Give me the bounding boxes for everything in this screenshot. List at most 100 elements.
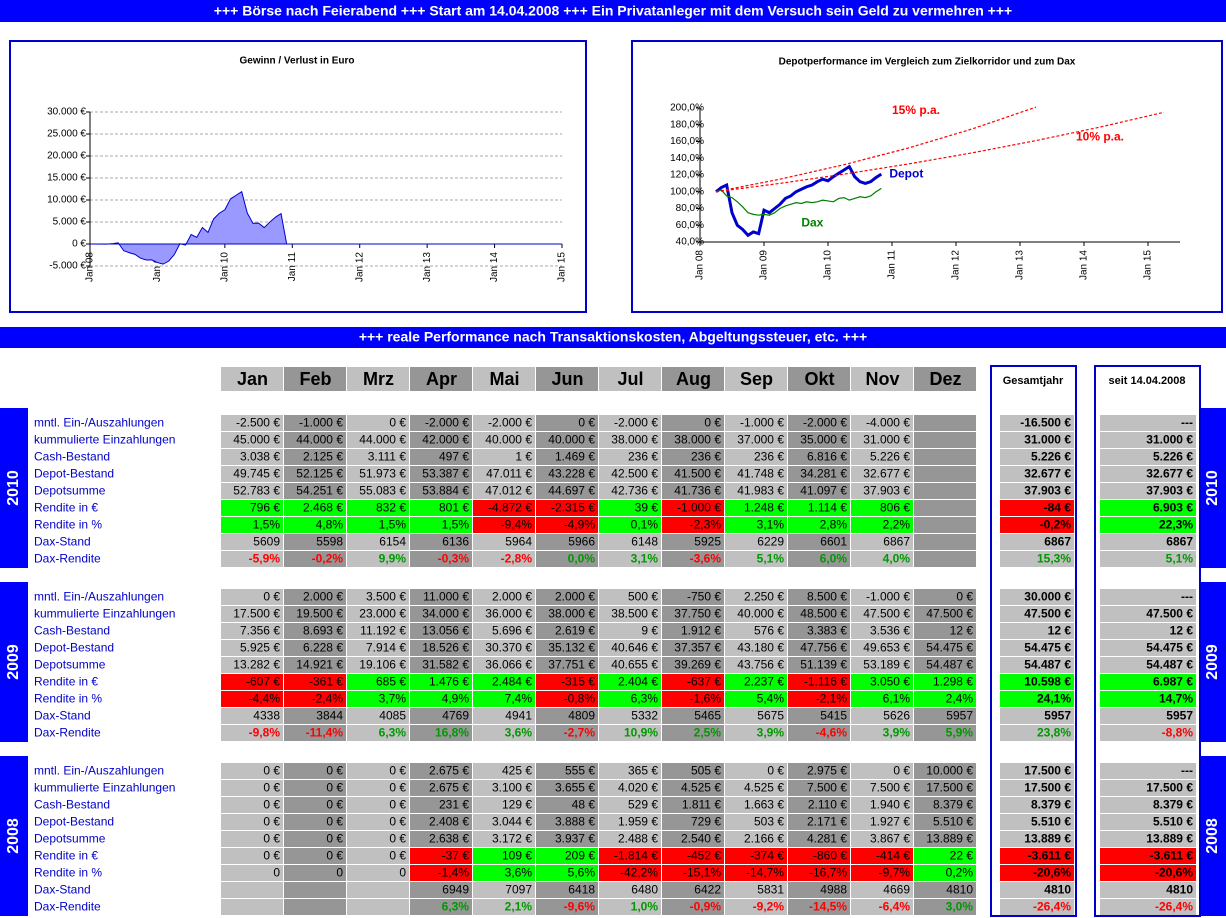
cell [473,691,535,707]
month-header-cell [221,367,283,391]
cell [725,814,787,830]
cell [347,432,409,448]
cell [347,415,409,431]
cell-value: -4,4% [249,692,281,706]
cell [662,606,724,622]
cell-value: 38.000 € [548,607,595,621]
cell-value: -2.000 € [425,416,469,430]
cell-value: 4941 [505,709,532,723]
cell-value: 3.111 € [368,450,407,464]
cell-value: 17.500 € [1024,781,1071,795]
cell-value: -11,4% [306,726,344,740]
x-tick-label: Jan 12 [951,250,962,280]
cell [1100,432,1196,448]
cell [725,725,787,741]
cell-value: 0,1% [631,518,659,532]
year-tab [0,408,28,568]
row-label: Depotsumme [34,658,106,672]
cell [1000,623,1074,639]
cell [284,606,346,622]
cell [599,589,661,605]
cell [1000,831,1074,847]
cell-value: 1.248 € [744,501,784,515]
cell [1000,848,1074,864]
cell [851,415,913,431]
cell [788,899,850,915]
cell-value: 47.500 € [926,607,973,621]
cell-value: 14.921 € [296,658,343,672]
cell-value: 0 € [263,798,280,812]
cell [221,725,283,741]
cell [536,551,598,567]
cell-value: 4810 [946,883,973,897]
cell [662,780,724,796]
cell-value: -2,1% [816,692,848,706]
cell [788,691,850,707]
cell [662,763,724,779]
cell-value: -414 € [876,849,910,863]
cell-value: 39 € [635,501,659,515]
cell [788,623,850,639]
cell [473,500,535,516]
cell-value: -860 € [813,849,847,863]
cell [851,606,913,622]
cell-value: 0 € [263,781,280,795]
cell-value: 47.012 € [485,484,532,498]
cell [1100,708,1196,724]
cell [536,517,598,533]
cell-value: 4810 [1166,883,1193,897]
cell [284,483,346,499]
cell-value: -4,9% [564,518,596,532]
y-tick-label: 200,0% [670,103,704,114]
cell-value: 2.619 € [555,624,595,638]
cell-value: -1.814 € [614,849,658,863]
cell [1000,899,1074,915]
cell [1100,517,1196,533]
cell [410,415,472,431]
cell-value: -2.315 € [551,501,595,515]
cell [851,725,913,741]
cell [347,449,409,465]
cell-value: 3,7% [379,692,407,706]
cell [662,517,724,533]
cell-value: 11.000 € [423,590,469,604]
cell [914,763,976,779]
cell-value: 42.000 € [422,433,469,447]
cell [1000,449,1074,465]
cell-value: 7.356 € [240,624,280,638]
cell-value: 3.100 € [492,781,532,795]
cell [410,882,472,898]
cell-value: 30.370 € [485,641,532,655]
cell-value: 54.487 € [1146,658,1193,672]
cell [662,466,724,482]
cell [410,606,472,622]
cell-value: 49.745 € [233,467,280,481]
cell-value: -2.000 € [803,416,847,430]
y-tick-label: 40,0% [676,237,704,248]
cell-value: -361 € [309,675,343,689]
cell-value: 5925 [694,535,721,549]
cell [725,780,787,796]
cell [788,674,850,690]
cell-value: 45.000 € [233,433,280,447]
cell [284,449,346,465]
cell-value: 6867 [1044,535,1071,549]
cell [536,449,598,465]
year-label: 2009 [1204,644,1221,680]
cell [851,780,913,796]
cell-value: 47.500 € [863,607,910,621]
cell-value: 3.937 € [555,832,595,846]
cell [1100,657,1196,673]
cell [284,415,346,431]
cell [725,763,787,779]
row-label: Cash-Bestand [34,450,110,464]
cell [536,534,598,550]
cell-value: 37.750 € [674,607,721,621]
cell [221,657,283,673]
row-label: Dax-Stand [34,709,91,723]
cell-value: -26,4% [1155,900,1193,914]
cell [725,865,787,881]
cell [725,589,787,605]
cell [284,589,346,605]
